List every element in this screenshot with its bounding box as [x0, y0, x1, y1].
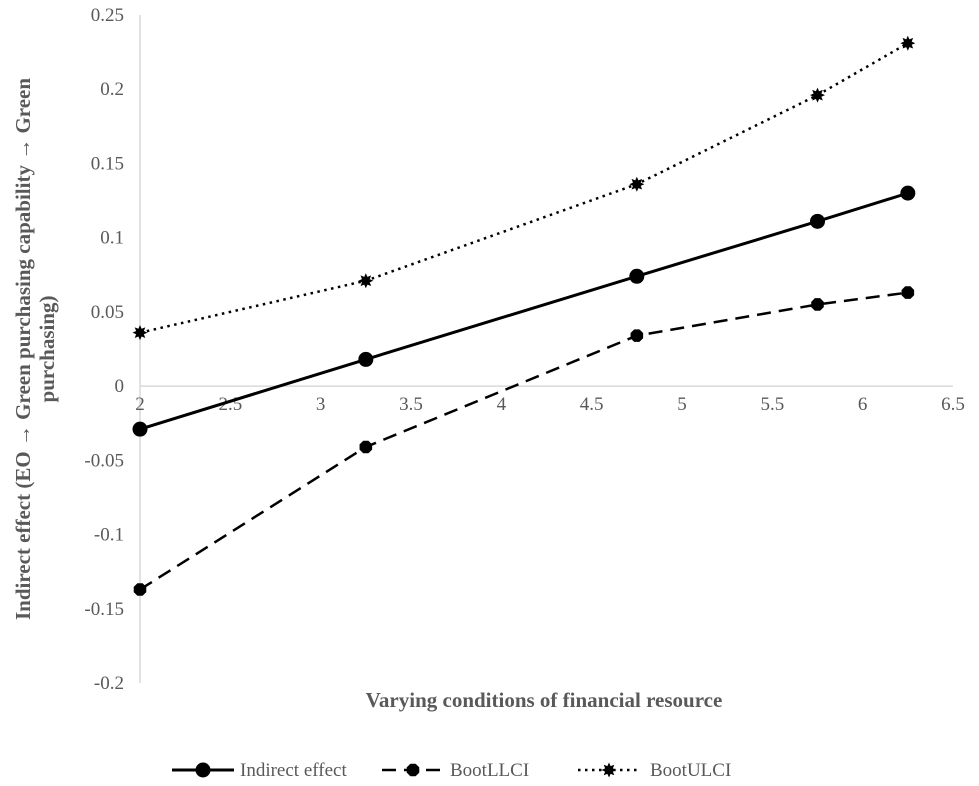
data-point [901, 286, 915, 299]
y-tick-label: -0.15 [84, 599, 124, 620]
data-point [358, 351, 374, 367]
y-tick-label: 0.2 [100, 79, 124, 100]
legend-label: Indirect effect [240, 760, 347, 781]
y-tick-label: -0.2 [94, 673, 124, 694]
data-point [630, 329, 644, 342]
data-point [359, 440, 373, 454]
data-point [132, 421, 148, 437]
legend-label: BootULCI [650, 760, 731, 781]
x-tick-label: 4.5 [580, 394, 604, 415]
y-tick-label: 0.25 [91, 5, 124, 26]
x-tick-label: 5 [677, 394, 687, 415]
x-tick-label: 4 [497, 394, 507, 415]
y-tick-label: 0.05 [91, 302, 124, 323]
y-tick-label: 0.15 [91, 153, 124, 174]
series-bootulci [132, 35, 916, 341]
data-point [810, 213, 825, 229]
series-indirect-effect [132, 185, 916, 437]
series-line [139, 291, 908, 591]
x-tick-label: 3.5 [399, 394, 423, 415]
axes [139, 15, 953, 683]
y-tick-label: 0.1 [100, 228, 124, 249]
legend-marker [406, 763, 420, 777]
y-tick-label: 0 [115, 376, 125, 397]
x-axis-label: Varying conditions of financial resource [366, 688, 723, 712]
data-point [900, 185, 916, 201]
legend-item: BootULCI [578, 760, 731, 781]
legend-item: Indirect effect [172, 760, 347, 781]
legend-label: BootLLCI [450, 760, 529, 781]
legend-marker [195, 762, 211, 778]
data-point [629, 268, 645, 284]
series-bootllci [133, 286, 915, 596]
series-layer [132, 35, 916, 596]
legend-item: BootLLCI [382, 760, 529, 781]
legend-marker [601, 762, 617, 778]
data-point [900, 35, 916, 51]
x-tick-label: 5.5 [760, 394, 784, 415]
y-tick-label: -0.1 [94, 525, 124, 546]
data-point [629, 176, 645, 192]
data-point [133, 583, 147, 596]
x-tick-label: 6.5 [941, 394, 965, 415]
x-tick-label: 6 [858, 394, 868, 415]
y-tick-label: -0.05 [84, 450, 124, 471]
x-tick-label: 3 [316, 394, 326, 415]
data-point [810, 87, 825, 103]
data-point [132, 325, 148, 341]
tick-labels: 0.250.20.150.10.050-0.05-0.1-0.15-0.22 2.… [84, 5, 964, 694]
series-line [139, 42, 909, 334]
legend: Indirect effect BootLLCI BootULCI [172, 760, 731, 781]
series-line [139, 191, 909, 431]
data-point [811, 298, 824, 311]
y-axis-label: Indirect effect (EO → Green purchasing c… [11, 78, 59, 620]
x-tick-label: 2 [135, 394, 145, 415]
data-point [358, 273, 374, 289]
